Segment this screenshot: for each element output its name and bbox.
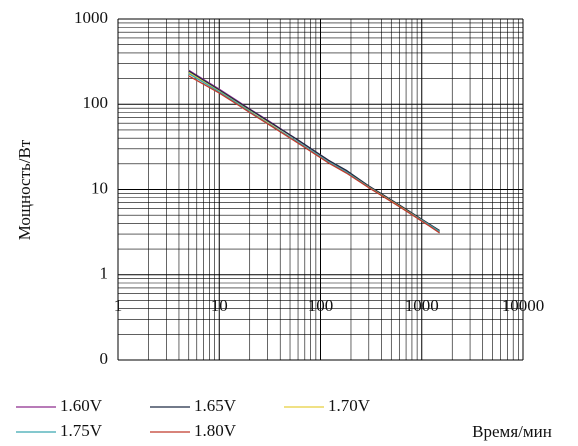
legend-label: 1.60V bbox=[60, 396, 103, 415]
x-tick-label: 1 bbox=[114, 296, 123, 315]
x-tick-label: 100 bbox=[308, 296, 334, 315]
legend-label: 1.65V bbox=[194, 396, 237, 415]
y-tick-label: 1 bbox=[100, 264, 109, 283]
y-tick-label: 10 bbox=[91, 178, 108, 197]
legend-label: 1.80V bbox=[194, 421, 237, 440]
x-axis-label: Время/мин bbox=[472, 422, 552, 441]
y-tick-label: 100 bbox=[83, 93, 109, 112]
y-axis-label: Мощность/Вт bbox=[15, 139, 34, 240]
x-tick-label: 10000 bbox=[502, 296, 545, 315]
x-tick-label: 1000 bbox=[405, 296, 439, 315]
legend-label: 1.75V bbox=[60, 421, 103, 440]
legend-label: 1.70V bbox=[328, 396, 371, 415]
series-line bbox=[188, 70, 440, 232]
x-tick-label: 10 bbox=[211, 296, 228, 315]
series-line bbox=[188, 75, 440, 234]
y-tick-label: 1000 bbox=[74, 8, 108, 27]
y-tick-label: 0 bbox=[100, 349, 109, 368]
